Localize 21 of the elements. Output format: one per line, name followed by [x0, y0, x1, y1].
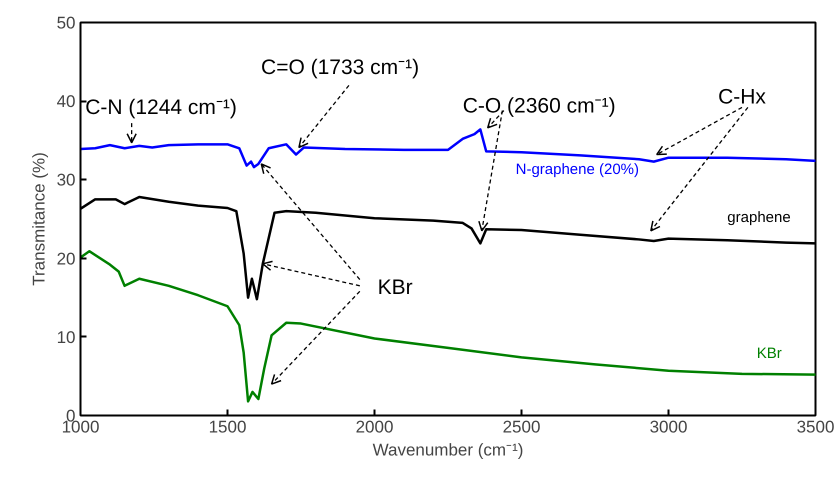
- y-tick-label: 50: [56, 14, 76, 32]
- annotation: KBr: [378, 276, 413, 299]
- x-tick-label: 1500: [208, 418, 246, 436]
- x-tick-label: 3500: [796, 418, 834, 436]
- series-label: KBr: [756, 345, 782, 362]
- annotation: C-N (1244 cm⁻¹): [85, 96, 237, 119]
- x-tick-label: 2500: [502, 418, 540, 436]
- y-tick-label: 10: [56, 328, 76, 347]
- y-tick-label: 40: [56, 92, 76, 112]
- annotation: C-O (2360 cm⁻¹): [462, 94, 616, 118]
- series-label: graphene: [727, 209, 791, 226]
- series-label: N-graphene (20%): [516, 161, 640, 178]
- y-axis-title: Transmitance (%): [30, 152, 49, 286]
- y-tick-label: 20: [56, 249, 76, 268]
- x-tick-label: 3000: [650, 418, 688, 436]
- x-axis-title: Wavenumber (cm⁻¹): [372, 440, 524, 460]
- y-tick-label: 30: [56, 170, 76, 190]
- annotation: C=O (1733 cm⁻¹): [261, 56, 420, 79]
- annotation: C-Hx: [718, 86, 766, 109]
- line-series: [80, 250, 816, 403]
- x-tick-label: 2000: [356, 418, 394, 436]
